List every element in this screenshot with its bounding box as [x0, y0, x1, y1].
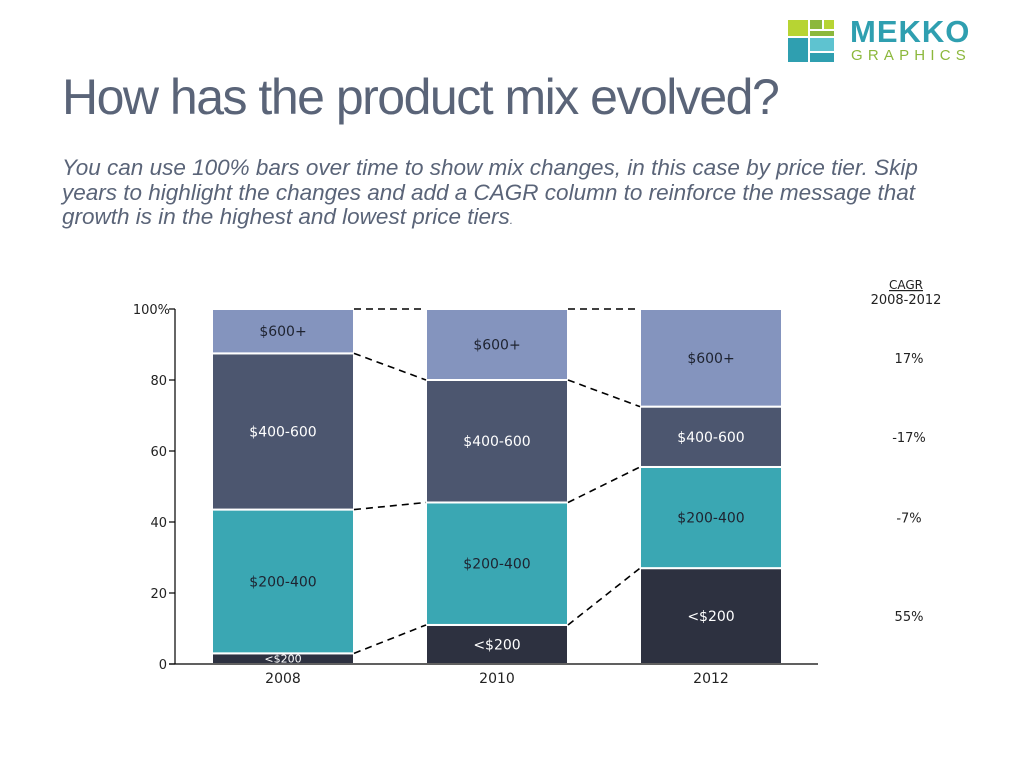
connector-line-2-1 — [567, 567, 641, 626]
x-tick-label-2010: 2010 — [479, 671, 515, 687]
segment-label-2008-2: $200-400 — [249, 574, 316, 590]
x-tick-label-2012: 2012 — [693, 671, 729, 687]
connector-line-1-2 — [353, 501, 427, 511]
logo-mark-icon — [788, 20, 834, 62]
bar-segment-2010-1 — [425, 623, 569, 666]
segment-label-2012-2: $200-400 — [677, 511, 744, 527]
segment-label-2012-3: $400-600 — [677, 430, 744, 446]
logo-word-graphics: GRAPHICS — [851, 47, 971, 64]
segment-label-2008-4: $600+ — [259, 324, 306, 340]
y-tick-label-0: 0 — [159, 658, 167, 673]
page-title: How has the product mix evolved? — [62, 69, 780, 125]
segment-label-2010-3: $400-600 — [463, 434, 530, 450]
page-subtitle: You can use 100% bars over time to show … — [62, 155, 962, 233]
x-tick-label-2008: 2008 — [265, 671, 301, 687]
bar-segment-2010-3 — [425, 379, 569, 504]
cagr-value-1: 55% — [895, 610, 924, 625]
logo-word-mekko: MEKKO — [850, 14, 971, 49]
segment-label-2012-1: <$200 — [687, 609, 734, 625]
segment-label-2008-3: $400-600 — [249, 424, 316, 440]
segment-label-2010-4: $600+ — [473, 338, 520, 354]
cagr-value-3: -17% — [892, 431, 926, 446]
y-tick-label-40: 40 — [150, 516, 167, 531]
bar-segment-2012-1 — [639, 567, 783, 666]
y-tick-label-100: 100% — [133, 303, 170, 318]
cagr-period: 2008-2012 — [871, 293, 942, 308]
connector-line-2-2 — [567, 466, 641, 504]
y-tick-label-20: 20 — [150, 587, 167, 602]
bar-segment-2012-4 — [639, 308, 783, 408]
segment-label-2010-2: $200-400 — [463, 557, 530, 573]
bar-segment-2010-2 — [425, 501, 569, 626]
cagr-value-4: 17% — [895, 352, 924, 367]
y-tick-label-80: 80 — [150, 374, 167, 389]
bar-segment-2012-3 — [639, 405, 783, 468]
segment-label-2010-1: <$200 — [473, 637, 520, 653]
segment-label-2008-1: <$200 — [264, 653, 301, 666]
bar-segment-2010-4 — [425, 308, 569, 381]
bar-segment-2012-2 — [639, 465, 783, 570]
y-tick-label-60: 60 — [150, 445, 167, 460]
bar-segment-2008-3 — [211, 352, 355, 511]
mekko-graphics-logo: MEKKO GRAPHICS — [788, 14, 1000, 64]
cagr-header: CAGR — [889, 278, 923, 292]
cagr-value-2: -7% — [896, 512, 921, 527]
subtitle-text: You can use 100% bars over time to show … — [62, 155, 918, 229]
connector-line-1-1 — [353, 624, 427, 655]
bar-segment-2008-4 — [211, 308, 355, 355]
connector-line-1-3 — [353, 352, 427, 381]
subtitle-end: . — [509, 213, 514, 227]
connector-line-2-3 — [567, 379, 641, 408]
segment-label-2012-4: $600+ — [687, 351, 734, 367]
